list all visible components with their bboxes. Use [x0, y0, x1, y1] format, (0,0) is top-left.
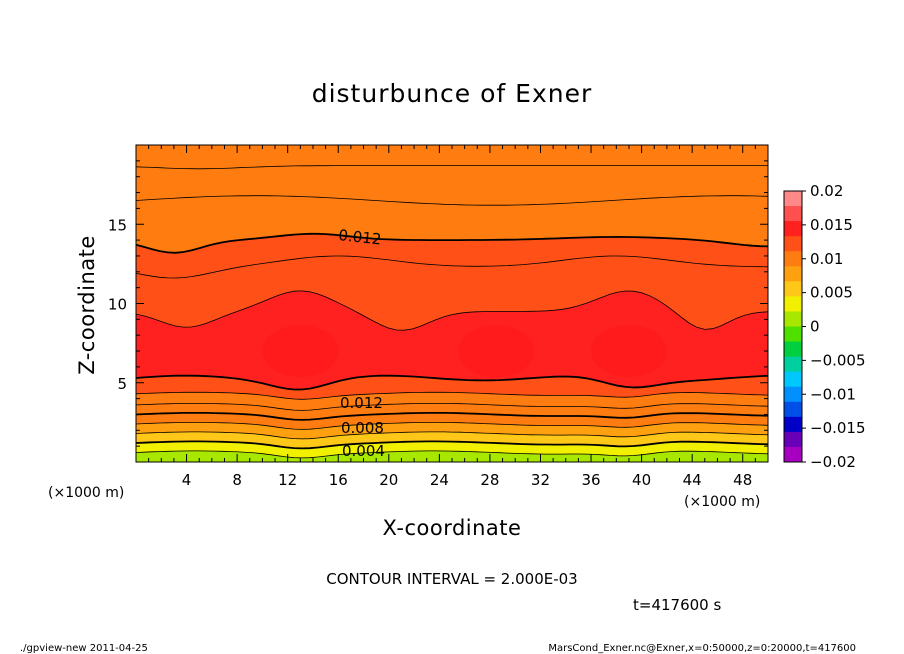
- y-tick-label: 10: [108, 296, 127, 314]
- colorbar-tick-label: 0: [810, 318, 820, 336]
- x-axis-label: X-coordinate: [383, 516, 522, 540]
- contour-lines: [136, 165, 768, 459]
- contour-line: [136, 165, 768, 170]
- colorbar-swatch: [784, 431, 802, 448]
- contour-interval-text: CONTOUR INTERVAL = 2.000E-03: [326, 570, 577, 588]
- x-axis-ticks: 4 8 12 16 20 24 28 32 36 40 44 48: [148, 145, 756, 489]
- colorbar-swatch: [784, 251, 802, 267]
- colorbar-swatch: [784, 386, 802, 403]
- x-tick-label: 28: [480, 471, 499, 489]
- colorbar-ticks: 0.02 0.015 0.01 0.005 0 −0.005 −0.01 −0.015 −0.0…: [802, 182, 866, 471]
- contour-line: [136, 290, 768, 331]
- x-tick-label: 8: [232, 471, 242, 489]
- x-tick-label: 40: [632, 471, 651, 489]
- y-tick-label: 5: [117, 375, 127, 393]
- contour-fill: [136, 145, 768, 462]
- y-axis-ticks: 5 10 15: [108, 160, 768, 447]
- contour-line: [136, 431, 768, 440]
- contour-label-0008: 0.008: [341, 419, 384, 437]
- contour-line: [136, 255, 768, 279]
- colorbar-tick-label: −0.01: [810, 385, 856, 403]
- colorbar: 0.02 0.015 0.01 0.005 0 −0.005 −0.01 −0.015 −0.0…: [783, 182, 866, 471]
- contour-band: [136, 450, 768, 462]
- contour-labels: 0.012 0.012 0.008 0.004: [338, 226, 385, 460]
- colorbar-swatch: [784, 356, 802, 373]
- contour-line: [136, 412, 768, 421]
- x-unit-label: (×1000 m): [684, 494, 760, 510]
- contour-label-lower: 0.012: [340, 394, 383, 412]
- x-tick-label: 16: [329, 471, 348, 489]
- colorbar-tick-label: −0.005: [810, 351, 866, 369]
- y-axis-label: Z-coordinate: [75, 235, 99, 375]
- colorbar-swatch: [784, 341, 802, 358]
- footer-right: MarsCond_Exner.nc@Exner,x=0:50000,z=0:20…: [548, 643, 856, 654]
- contour-line: [136, 374, 768, 391]
- colorbar-tick-label: −0.02: [810, 453, 856, 471]
- colorbar-swatch: [784, 281, 802, 297]
- colorbar-swatch: [784, 326, 802, 343]
- colorbar-swatch: [784, 296, 802, 312]
- y-tick-label: 15: [108, 216, 127, 234]
- contour-label-0004: 0.004: [342, 442, 385, 460]
- colorbar-swatches: [784, 191, 802, 463]
- y-unit-label: (×1000 m): [48, 485, 124, 501]
- contour-line: [136, 450, 768, 459]
- contour-maximum: [590, 325, 667, 378]
- contour-line: [136, 440, 768, 450]
- contour-maximum: [458, 325, 535, 378]
- contour-label-upper: 0.012: [338, 226, 383, 248]
- colorbar-swatch: [784, 236, 802, 252]
- contour-line: [136, 403, 768, 411]
- x-tick-label: 24: [430, 471, 449, 489]
- contour-line: [136, 391, 768, 400]
- x-tick-label: 4: [182, 471, 192, 489]
- colorbar-tick-label: 0.02: [810, 182, 843, 200]
- colorbar-swatch: [784, 416, 802, 433]
- x-tick-label: 48: [733, 471, 752, 489]
- colorbar-swatch: [784, 191, 802, 207]
- contour-line: [136, 195, 768, 206]
- chart-title: disturbunce of Exner: [312, 79, 593, 108]
- colorbar-swatch: [784, 221, 802, 237]
- colorbar-tick-label: 0.005: [810, 284, 853, 302]
- footer-left: ./gpview-new 2011-04-25: [20, 643, 148, 654]
- x-tick-label: 32: [531, 471, 550, 489]
- contour-line: [136, 232, 768, 254]
- colorbar-swatch: [784, 206, 802, 222]
- x-tick-label: 20: [379, 471, 398, 489]
- contour-line: [136, 422, 768, 430]
- colorbar-swatch: [784, 311, 802, 327]
- x-tick-label: 36: [581, 471, 600, 489]
- colorbar-swatch: [784, 446, 802, 463]
- colorbar-swatch: [784, 371, 802, 388]
- x-tick-label: 12: [278, 471, 297, 489]
- time-text: t=417600 s: [633, 596, 721, 614]
- colorbar-swatch: [784, 401, 802, 418]
- colorbar-swatch: [784, 266, 802, 282]
- contour-maximum: [262, 325, 339, 378]
- colorbar-tick-label: −0.015: [810, 419, 866, 437]
- colorbar-tick-label: 0.01: [810, 250, 843, 268]
- x-tick-label: 44: [683, 471, 702, 489]
- colorbar-tick-label: 0.015: [810, 216, 853, 234]
